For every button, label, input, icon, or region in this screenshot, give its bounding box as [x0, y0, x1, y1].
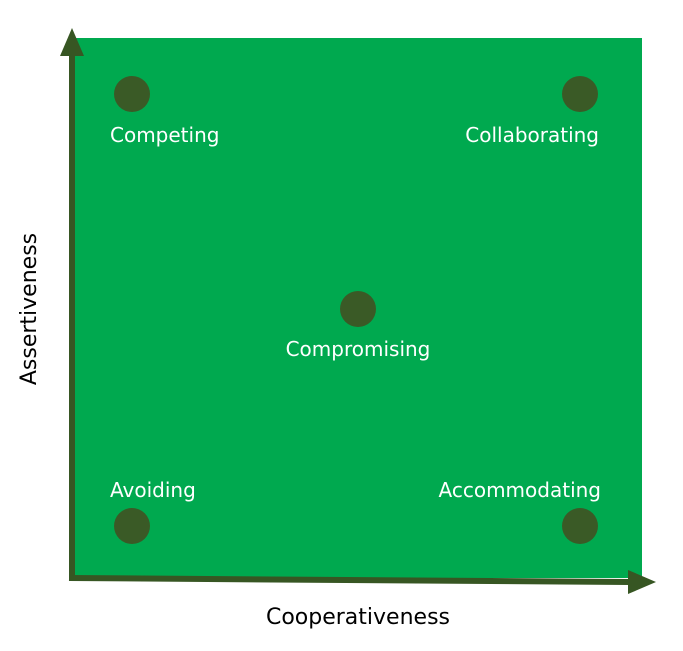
compromising-dot: [340, 291, 376, 327]
accommodating-label: Accommodating: [439, 478, 601, 502]
x-axis-arrowhead: [628, 570, 656, 594]
compromising-label: Compromising: [286, 337, 431, 361]
x-axis-title: Cooperativeness: [266, 605, 450, 630]
avoiding-label: Avoiding: [110, 478, 196, 502]
x-axis-line: [68, 575, 631, 585]
collaborating-label: Collaborating: [465, 123, 599, 147]
y-axis-arrowhead: [60, 28, 84, 56]
competing-dot: [114, 76, 150, 112]
y-axis-title: Assertiveness: [17, 233, 42, 385]
collaborating-dot: [562, 76, 598, 112]
avoiding-dot: [114, 508, 150, 544]
competing-label: Competing: [110, 123, 219, 147]
accommodating-dot: [562, 508, 598, 544]
